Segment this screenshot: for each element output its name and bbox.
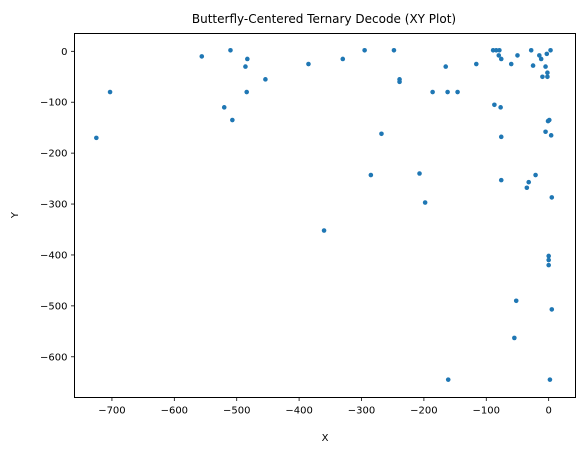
x-axis: −700 −600 −500 −400 −300 −200 −100 0 [98, 397, 552, 417]
data-point [445, 377, 451, 382]
x-tick-label: −600 [161, 406, 188, 417]
x-tick-label: −100 [473, 406, 500, 417]
data-point [443, 64, 449, 69]
data-point [473, 61, 479, 67]
data-point [526, 179, 532, 185]
data-point [524, 185, 530, 191]
data-point [496, 53, 502, 58]
data-point [544, 51, 550, 57]
data-point [391, 48, 397, 53]
data-point [546, 257, 551, 263]
data-point [537, 53, 542, 58]
data-point [340, 56, 346, 62]
data-point [221, 105, 227, 110]
data-point [107, 89, 113, 95]
data-point [543, 129, 548, 135]
data-point [548, 133, 554, 138]
data-point [498, 56, 504, 62]
data-point [379, 131, 384, 137]
x-tick-label: −300 [348, 406, 375, 417]
data-point [549, 307, 555, 312]
data-point [530, 63, 536, 68]
data-point [543, 64, 548, 69]
x-tick-label: −400 [285, 406, 312, 417]
x-axis-label: X [322, 433, 329, 444]
data-point [362, 48, 367, 53]
x-tick-label: −700 [98, 406, 125, 417]
data-point [546, 262, 551, 268]
data-point [545, 70, 550, 75]
data-point [533, 172, 538, 178]
data-point [321, 228, 327, 233]
data-point [368, 172, 374, 178]
data-point [492, 102, 497, 108]
data-point [306, 61, 311, 67]
data-points [94, 48, 555, 382]
data-point [243, 64, 248, 69]
data-point [430, 89, 435, 95]
data-point [498, 105, 503, 110]
data-point [422, 200, 428, 205]
data-point [455, 89, 460, 95]
y-tick-label: 0 [61, 47, 67, 58]
x-tick-label: −200 [410, 406, 437, 417]
data-point [546, 117, 552, 123]
y-tick-label: −600 [40, 352, 67, 363]
data-point [244, 89, 249, 95]
data-point [512, 335, 517, 341]
data-point [515, 53, 520, 58]
x-tick-label: −500 [223, 406, 250, 417]
data-point [538, 56, 544, 62]
data-point [547, 377, 553, 382]
chart-title: Butterfly-Centered Ternary Decode (XY Pl… [192, 12, 456, 26]
data-point [230, 117, 235, 123]
data-point [199, 54, 205, 59]
data-point [508, 61, 514, 67]
data-point [546, 253, 551, 259]
y-tick-label: −500 [40, 301, 67, 312]
y-tick-label: −100 [40, 98, 67, 109]
y-axis-label: Y [10, 211, 21, 219]
data-point [94, 135, 99, 141]
data-point [397, 79, 402, 85]
data-point [445, 89, 450, 95]
y-tick-label: −400 [40, 250, 67, 261]
data-point [498, 134, 504, 140]
data-point [528, 48, 534, 53]
data-point [513, 298, 519, 304]
data-point [245, 56, 250, 62]
data-point [497, 48, 502, 53]
plot-area [74, 33, 576, 398]
y-axis: 0 −100 −200 −300 −400 −500 −600 [40, 47, 75, 363]
x-tick-label: 0 [545, 406, 551, 417]
data-point [263, 77, 268, 82]
data-point [498, 177, 504, 183]
data-point [548, 48, 553, 53]
data-point [540, 74, 545, 80]
data-point [545, 74, 550, 80]
y-tick-label: −200 [40, 149, 67, 160]
data-point [228, 48, 233, 53]
y-tick-label: −300 [40, 200, 67, 211]
data-point [417, 171, 422, 176]
data-point [549, 195, 555, 200]
